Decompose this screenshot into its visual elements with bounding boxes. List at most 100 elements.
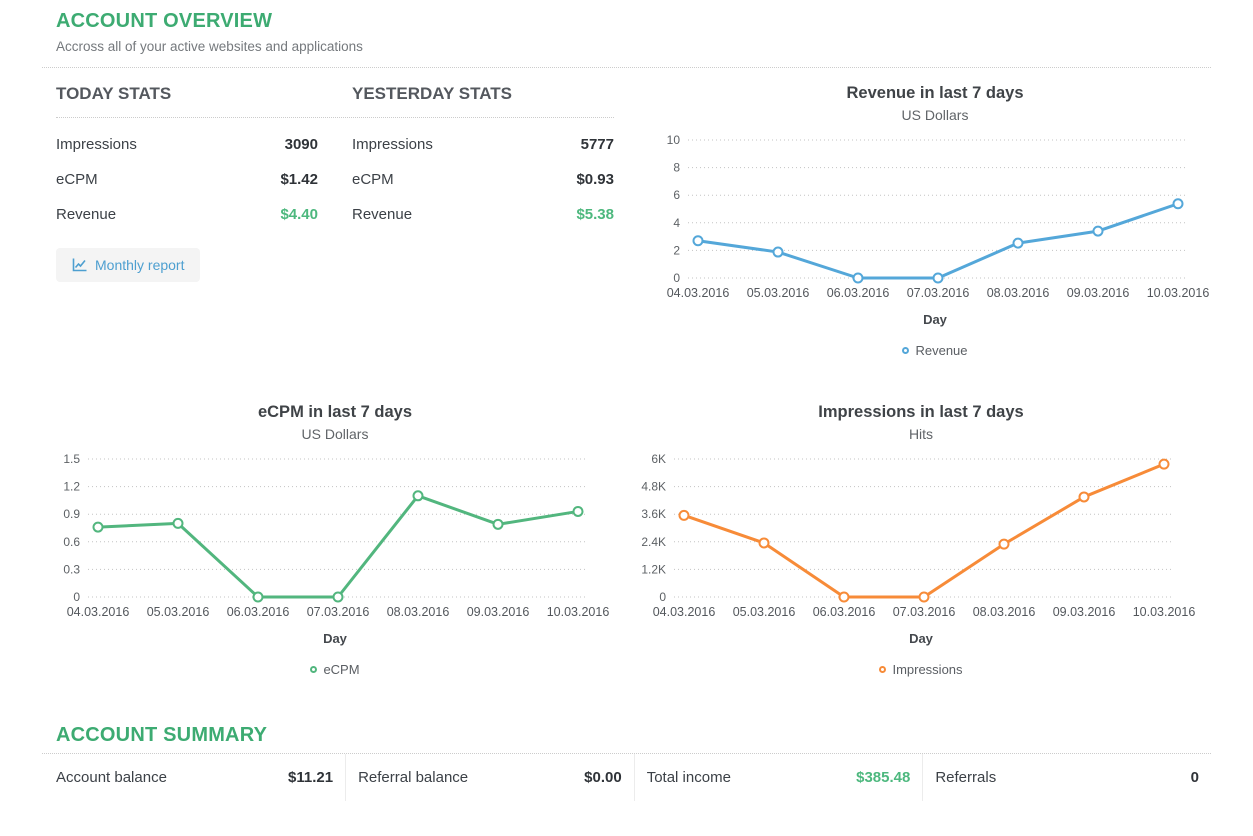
revenue-legend[interactable]: Revenue <box>902 343 968 358</box>
page-title: ACCOUNT OVERVIEW <box>56 10 273 32</box>
summary-value: 0 <box>1190 769 1199 786</box>
stat-value: 3090 <box>284 136 318 153</box>
svg-text:08.03.2016: 08.03.2016 <box>973 605 1036 619</box>
legend-circle-icon <box>879 666 887 673</box>
svg-text:04.03.2016: 04.03.2016 <box>67 605 130 619</box>
stat-row-today-ecpm: eCPM $1.42 <box>56 162 318 197</box>
account-summary-section: ACCOUNT SUMMARY Account balance $11.21 R… <box>42 724 1211 801</box>
revenue-line-chart-plot: 0 2 4 6 8 10 04.03.2016 05.03.2016 06.03.2016 07.… <box>667 133 1210 300</box>
summary-separator <box>42 753 1211 754</box>
stat-value: $0.93 <box>576 171 614 188</box>
page-subtitle: Accross all of your active websites and … <box>56 39 363 54</box>
account-summary-title: ACCOUNT SUMMARY <box>56 724 268 746</box>
svg-text:3.6K: 3.6K <box>641 507 666 521</box>
svg-text:04.03.2016: 04.03.2016 <box>653 605 716 619</box>
revenue-chart: Revenue in last 7 days US Dollars 0 2 4 6 8 1… <box>642 84 1228 359</box>
svg-text:4.8K: 4.8K <box>641 480 666 494</box>
svg-text:1.2K: 1.2K <box>641 562 666 576</box>
legend-circle-icon <box>310 666 318 673</box>
line-chart-icon <box>72 258 87 272</box>
top-section: TODAY STATS YESTERDAY STATS Impressions … <box>42 84 1211 359</box>
svg-text:4: 4 <box>673 216 680 230</box>
yesterday-stats-table: Impressions 5777 eCPM $0.93 Revenue $5.3… <box>352 127 614 232</box>
stat-row-today-impressions: Impressions 3090 <box>56 127 318 162</box>
chart-subtitle: Hits <box>908 426 934 442</box>
summary-label: Account balance <box>56 769 167 786</box>
stat-value: $1.42 <box>280 171 318 188</box>
chart-title: Impressions in last 7 days <box>818 403 1024 421</box>
summary-value: $0.00 <box>584 769 622 786</box>
stat-value: 5777 <box>580 136 614 153</box>
monthly-report-label: Monthly report <box>95 257 185 273</box>
svg-text:09.03.2016: 09.03.2016 <box>1053 605 1116 619</box>
stat-label: Impressions <box>56 136 137 153</box>
impressions-line-chart-plot: 0 1.2K 2.4K 3.6K 4.8K 6K 04.03.2016 05.03.2016 0… <box>641 452 1196 619</box>
legend-label: Impressions <box>892 662 963 677</box>
svg-text:6: 6 <box>673 188 680 202</box>
summary-label: Referrals <box>935 769 997 786</box>
svg-text:10.03.2016: 10.03.2016 <box>1147 286 1210 300</box>
stat-row-yesterday-revenue: Revenue $5.38 <box>352 197 614 232</box>
svg-text:8: 8 <box>673 161 680 175</box>
svg-text:05.03.2016: 05.03.2016 <box>747 286 810 300</box>
svg-text:0.6: 0.6 <box>63 535 80 549</box>
svg-text:0: 0 <box>73 590 80 604</box>
summary-label: Total income <box>646 769 731 786</box>
yesterday-stats-heading: YESTERDAY STATS <box>352 84 512 103</box>
svg-text:07.03.2016: 07.03.2016 <box>907 286 970 300</box>
svg-text:05.03.2016: 05.03.2016 <box>147 605 210 619</box>
svg-text:0.3: 0.3 <box>63 562 80 576</box>
svg-text:06.03.2016: 06.03.2016 <box>813 605 876 619</box>
stat-row-today-revenue: Revenue $4.40 <box>56 197 318 232</box>
today-stats-heading: TODAY STATS <box>56 84 172 103</box>
chart-subtitle: US Dollars <box>301 426 369 442</box>
referrals-cell: Referrals 0 <box>922 754 1211 801</box>
stats-tables: Impressions 3090 eCPM $1.42 Revenue $4.4… <box>56 127 614 232</box>
stat-row-yesterday-impressions: Impressions 5777 <box>352 127 614 162</box>
impressions-legend[interactable]: Impressions <box>879 662 963 677</box>
account-overview-page: ACCOUNT OVERVIEW Accross all of your act… <box>42 10 1211 801</box>
svg-text:07.03.2016: 07.03.2016 <box>307 605 370 619</box>
stat-row-yesterday-ecpm: eCPM $0.93 <box>352 162 614 197</box>
stat-label: eCPM <box>56 171 98 188</box>
chart-subtitle: US Dollars <box>901 107 969 123</box>
ecpm-legend[interactable]: eCPM <box>310 662 360 677</box>
stat-value: $5.38 <box>576 206 614 223</box>
svg-text:06.03.2016: 06.03.2016 <box>227 605 290 619</box>
chart-title: Revenue in last 7 days <box>846 84 1024 102</box>
svg-text:2: 2 <box>673 243 680 257</box>
x-axis-label: Day <box>923 312 947 327</box>
svg-text:2.4K: 2.4K <box>641 535 666 549</box>
svg-text:07.03.2016: 07.03.2016 <box>893 605 956 619</box>
svg-text:04.03.2016: 04.03.2016 <box>667 286 730 300</box>
today-stats-table: Impressions 3090 eCPM $1.42 Revenue $4.4… <box>56 127 318 232</box>
svg-text:1.5: 1.5 <box>63 452 80 466</box>
monthly-report-button[interactable]: Monthly report <box>56 248 201 282</box>
svg-text:08.03.2016: 08.03.2016 <box>387 605 450 619</box>
stat-label: Impressions <box>352 136 433 153</box>
summary-value: $11.21 <box>288 769 334 786</box>
stats-panel: TODAY STATS YESTERDAY STATS Impressions … <box>42 84 642 359</box>
total-income-cell: Total income $385.48 <box>633 754 923 801</box>
svg-text:0: 0 <box>659 590 666 604</box>
svg-text:10.03.2016: 10.03.2016 <box>1133 605 1196 619</box>
chart-title: eCPM in last 7 days <box>257 403 413 421</box>
header-separator <box>42 67 1211 68</box>
svg-text:0.9: 0.9 <box>63 507 80 521</box>
stat-value: $4.40 <box>280 206 318 223</box>
svg-text:08.03.2016: 08.03.2016 <box>987 286 1050 300</box>
svg-text:1.2: 1.2 <box>63 480 80 494</box>
svg-text:6K: 6K <box>651 452 666 466</box>
x-axis-label: Day <box>909 631 933 646</box>
stat-label: Revenue <box>352 206 413 223</box>
svg-text:09.03.2016: 09.03.2016 <box>467 605 530 619</box>
svg-text:05.03.2016: 05.03.2016 <box>733 605 796 619</box>
svg-text:0: 0 <box>673 271 680 285</box>
legend-label: eCPM <box>323 662 360 677</box>
legend-label: Revenue <box>915 343 968 358</box>
stats-headings: TODAY STATS YESTERDAY STATS <box>56 84 614 118</box>
legend-circle-icon <box>902 347 910 354</box>
account-balance-cell: Account balance $11.21 <box>42 754 345 801</box>
summary-label: Referral balance <box>358 769 469 786</box>
svg-text:10: 10 <box>667 133 681 147</box>
